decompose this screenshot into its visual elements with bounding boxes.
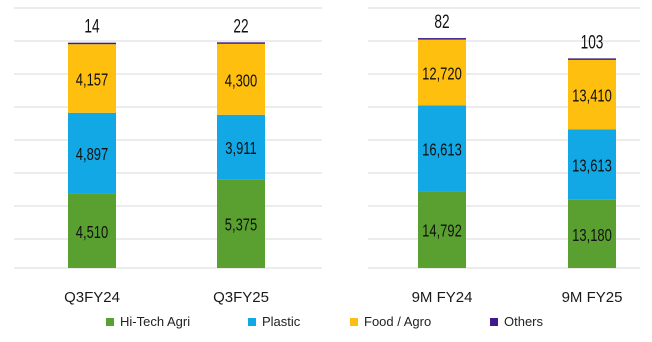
bar-segment-others-9m-fy25: [568, 58, 616, 60]
bar-segment-food-agro-9m-fy24: [418, 39, 466, 106]
data-label-hi-tech-agri-q3fy24: 4,510: [76, 223, 109, 243]
data-label-hi-tech-agri-9m-fy24: 14,792: [422, 222, 462, 242]
legend-label-hi-tech-agri: Hi-Tech Agri: [120, 314, 191, 329]
data-label-hi-tech-agri-q3fy25: 5,375: [225, 216, 258, 236]
legend-swatch-hi-tech-agri: [106, 317, 114, 326]
bar-segment-others-q3fy24: [68, 42, 116, 45]
bar-segment-hi-tech-agri-q3fy25: [217, 179, 265, 268]
data-label-others-9m-fy24: 82: [434, 11, 449, 33]
data-label-others-q3fy24: 14: [84, 15, 99, 37]
x-tick-label-9m-fy24: 9M FY24: [412, 289, 473, 306]
data-label-others-q3fy25: 22: [233, 15, 248, 37]
x-tick-label-q3fy24: Q3FY24: [64, 289, 120, 306]
legend-item-hi-tech-agri: Hi-Tech Agri: [106, 314, 190, 329]
legend-label-plastic: Plastic: [262, 314, 301, 329]
legend-item-food-agro: Food / Agro: [350, 314, 431, 329]
bar-segment-food-agro-9m-fy25: [568, 59, 616, 130]
bar-segment-hi-tech-agri-9m-fy24: [418, 191, 466, 268]
data-label-plastic-q3fy24: 4,897: [76, 145, 108, 165]
bar-segment-food-agro-q3fy24: [68, 44, 116, 113]
legend-swatch-plastic: [248, 317, 256, 326]
data-label-plastic-q3fy25: 3,911: [225, 139, 256, 159]
bar-segment-plastic-q3fy25: [217, 114, 265, 180]
bar-segment-others-9m-fy24: [418, 38, 466, 40]
bar-segment-food-agro-q3fy25: [217, 43, 265, 115]
legend-swatch-others: [490, 317, 498, 326]
data-label-food-agro-9m-fy24: 12,720: [422, 65, 462, 85]
data-label-food-agro-q3fy25: 4,300: [225, 71, 258, 91]
bar-segment-hi-tech-agri-9m-fy25: [568, 199, 616, 268]
data-label-plastic-9m-fy25: 13,613: [572, 157, 612, 177]
legend-swatch-food-agro: [350, 317, 358, 326]
legend-label-food-agro: Food / Agro: [364, 314, 432, 329]
legend-label-others: Others: [504, 314, 544, 329]
data-label-hi-tech-agri-9m-fy25: 13,180: [572, 226, 612, 246]
bar-segment-others-q3fy25: [217, 42, 265, 44]
data-label-food-agro-q3fy24: 4,157: [76, 71, 108, 91]
data-label-plastic-9m-fy24: 16,613: [422, 141, 462, 161]
chart-legend: Hi-Tech Agri Plastic Food / Agro Others: [0, 314, 652, 334]
legend-item-others: Others: [490, 314, 543, 329]
legend-item-plastic: Plastic: [248, 314, 300, 329]
bar-segment-plastic-9m-fy25: [568, 129, 616, 200]
chart-panel-2: 14,792 16,613 12,720 82 9M FY24 13,180 13,613 1…: [368, 7, 640, 306]
x-tick-label-q3fy25: Q3FY25: [213, 289, 269, 306]
bar-segment-plastic-9m-fy24: [418, 105, 466, 192]
x-tick-label-9m-fy25: 9M FY25: [562, 289, 623, 306]
data-label-others-9m-fy25: 103: [581, 31, 604, 53]
chart-panel-1: 4,510 4,897 4,157 14 Q3FY24 5,375 3,911 4,300 22…: [14, 7, 322, 306]
bar-segment-hi-tech-agri-q3fy24: [68, 193, 116, 268]
data-label-food-agro-9m-fy25: 13,410: [572, 87, 612, 107]
bar-segment-plastic-q3fy24: [68, 112, 116, 194]
